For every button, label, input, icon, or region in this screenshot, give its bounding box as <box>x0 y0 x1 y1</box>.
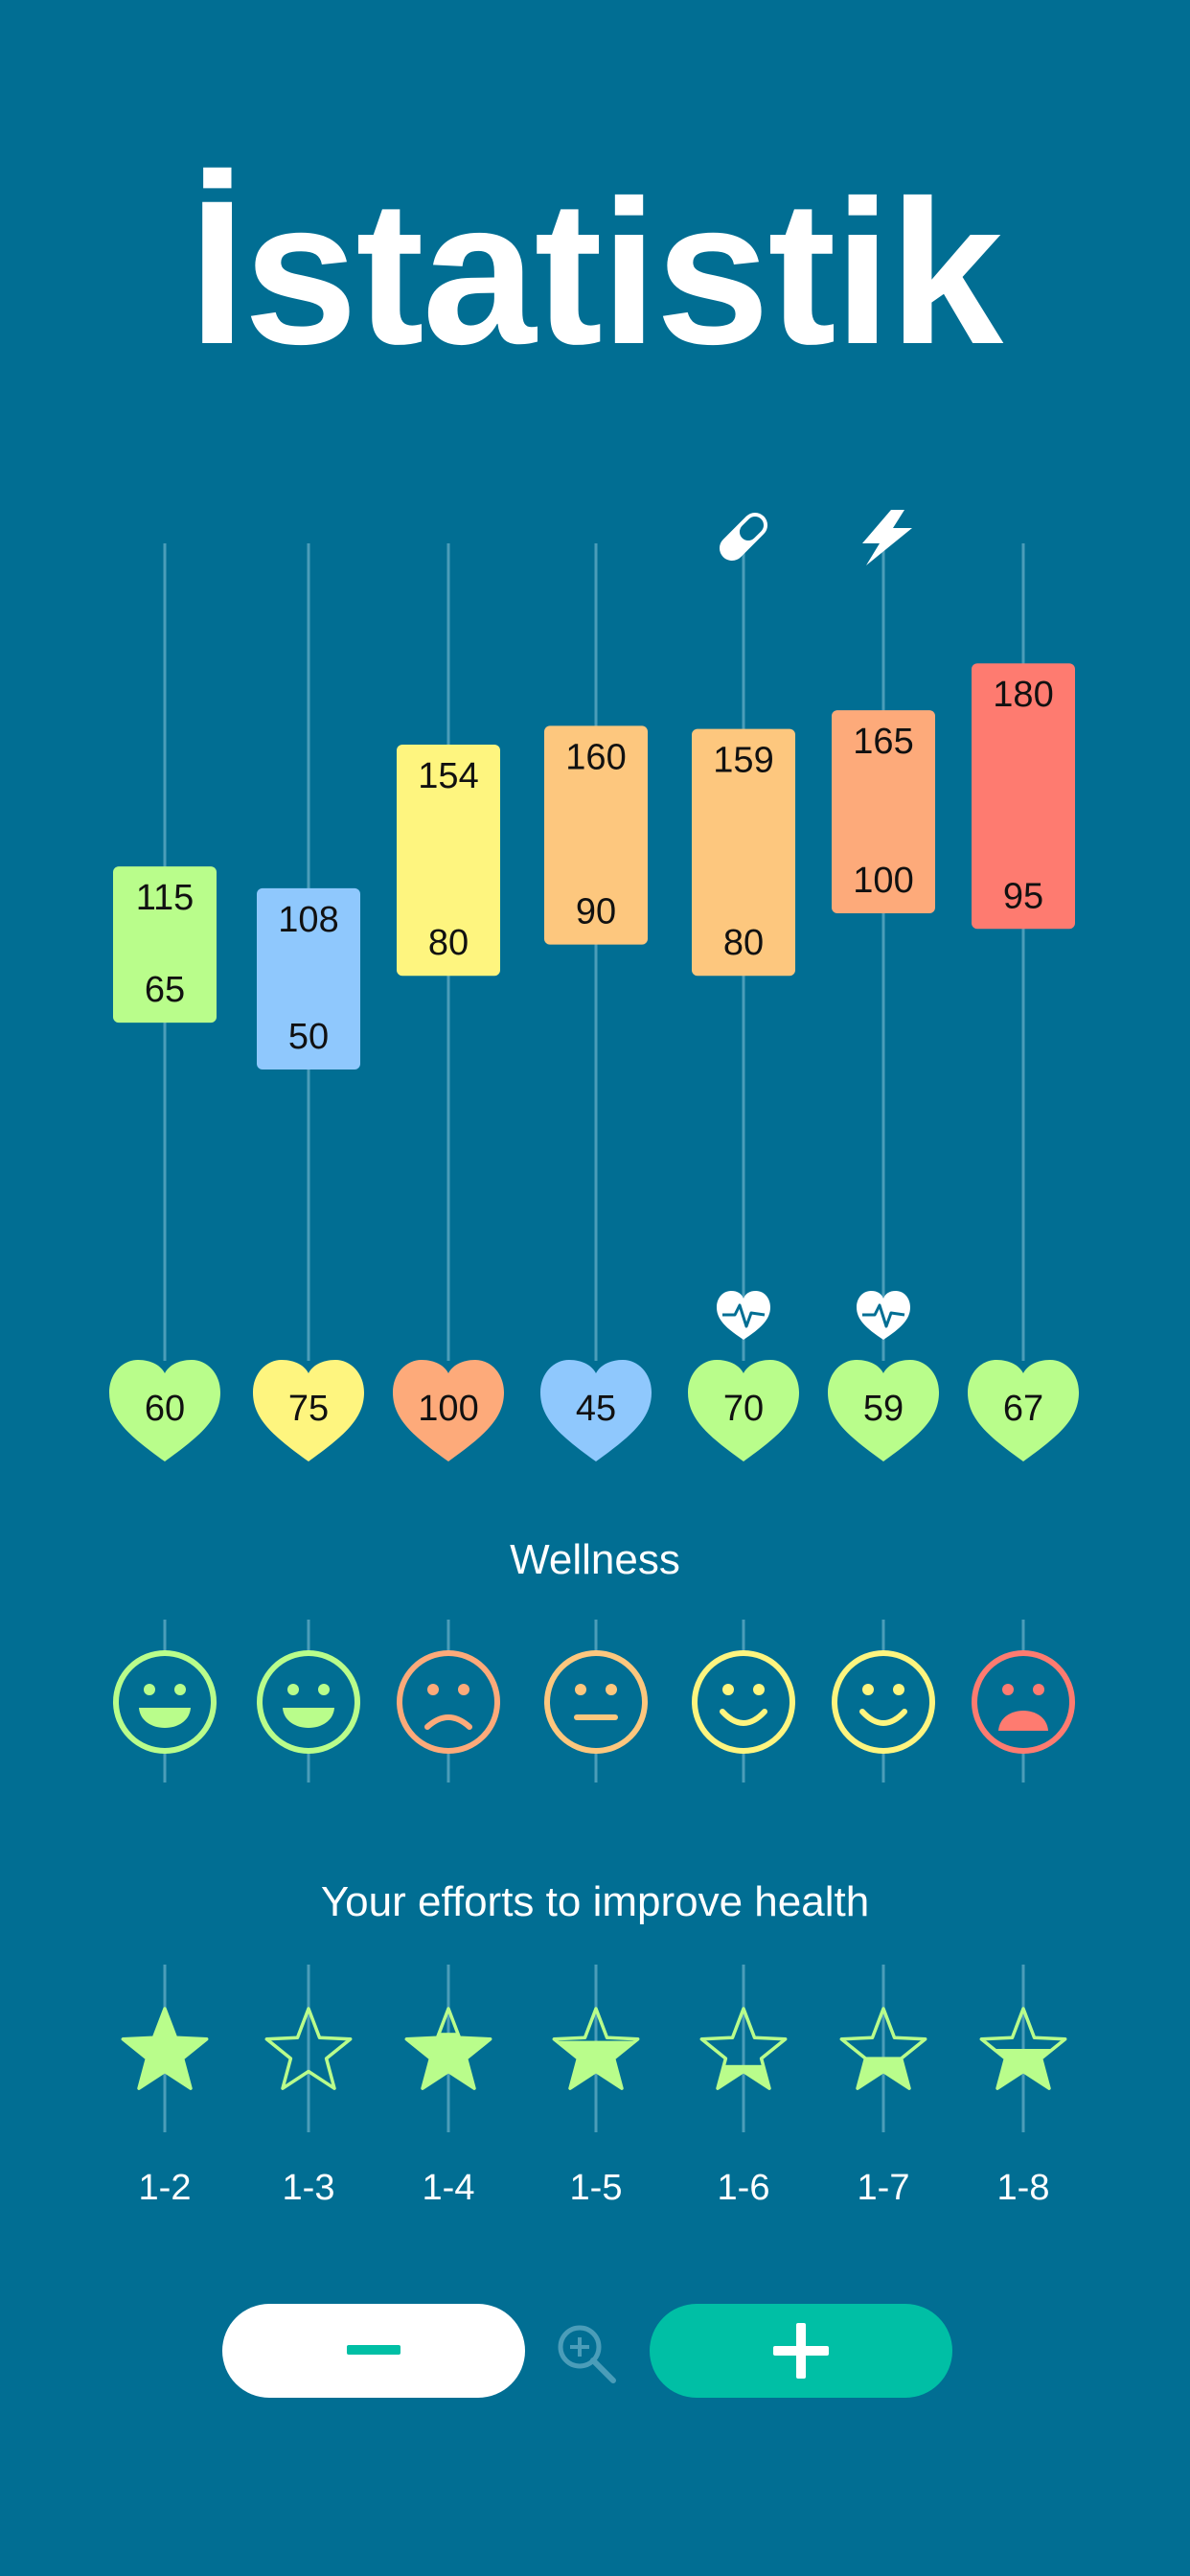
heart-icon <box>828 1360 939 1461</box>
pulse-value: 60 <box>145 1389 185 1429</box>
pill-icon <box>719 512 768 562</box>
systolic-label: 159 <box>713 741 773 781</box>
pulse-value: 45 <box>576 1389 616 1429</box>
mood-smile-icon <box>832 1650 935 1754</box>
pressure-bar[interactable] <box>692 728 795 977</box>
date-label: 1-7 <box>857 2168 910 2208</box>
pulse-heart: 67 <box>968 1360 1079 1461</box>
date-label: 1-8 <box>996 2168 1050 2208</box>
pressure-bar[interactable] <box>257 887 360 1070</box>
pulse-heart: 59 <box>828 1360 939 1461</box>
diastolic-label: 100 <box>853 861 913 901</box>
plus-icon <box>773 2323 829 2379</box>
pulse-heart: 45 <box>540 1360 652 1461</box>
date-label: 1-5 <box>569 2168 623 2208</box>
mood-grin-icon <box>257 1650 360 1754</box>
heart-pulse-icon <box>857 1291 910 1340</box>
systolic-label: 115 <box>136 878 195 918</box>
pulse-heart: 70 <box>688 1360 799 1461</box>
date-label: 1-4 <box>422 2168 475 2208</box>
systolic-label: 165 <box>853 722 913 762</box>
zoom-in-icon[interactable] <box>554 2321 621 2388</box>
efforts-label: Your efforts to improve health <box>320 1878 870 1925</box>
pressure-bar[interactable] <box>972 663 1075 930</box>
mood-very-sad-icon <box>972 1650 1075 1754</box>
pulse-value: 70 <box>723 1389 764 1429</box>
mood-grin-icon <box>113 1650 217 1754</box>
date-label: 1-6 <box>717 2168 770 2208</box>
diastolic-label: 50 <box>288 1017 329 1057</box>
zoom-in-button[interactable] <box>650 2304 952 2398</box>
systolic-label: 154 <box>418 756 478 796</box>
systolic-label: 160 <box>565 737 626 777</box>
mood-neutral-icon <box>544 1650 648 1754</box>
systolic-label: 108 <box>278 900 338 940</box>
systolic-label: 180 <box>993 675 1053 715</box>
mood-sad-icon <box>397 1650 500 1754</box>
pressure-bar[interactable] <box>832 710 935 913</box>
date-label: 1-2 <box>138 2168 192 2208</box>
blood-pressure-chart: 115 65 60 108 50 75 154 80 100 160 90 45 159 80 70 165 1… <box>109 510 1079 2132</box>
pulse-value: 67 <box>1003 1389 1043 1429</box>
diastolic-label: 95 <box>1003 876 1043 916</box>
pressure-bar[interactable] <box>397 744 500 977</box>
wellness-label: Wellness <box>510 1536 680 1583</box>
diastolic-label: 65 <box>145 970 185 1010</box>
date-label: 1-3 <box>282 2168 335 2208</box>
pressure-bar[interactable] <box>113 866 217 1024</box>
heart-icon <box>688 1360 799 1461</box>
zoom-out-button[interactable] <box>222 2304 525 2398</box>
heart-icon <box>109 1360 220 1461</box>
pulse-heart: 100 <box>393 1360 504 1461</box>
mood-smile-icon <box>692 1650 795 1754</box>
pulse-value: 100 <box>418 1389 478 1429</box>
pressure-bar[interactable] <box>544 725 648 945</box>
pulse-value: 59 <box>863 1389 904 1429</box>
heart-icon <box>968 1360 1079 1461</box>
diastolic-label: 80 <box>723 923 764 963</box>
heart-icon <box>393 1360 504 1461</box>
heart-icon <box>253 1360 364 1461</box>
minus-icon <box>347 2345 400 2355</box>
pulse-heart: 60 <box>109 1360 220 1461</box>
diastolic-label: 80 <box>428 923 469 963</box>
lightning-icon <box>862 510 912 565</box>
heart-icon <box>540 1360 652 1461</box>
diastolic-label: 90 <box>576 892 616 932</box>
heart-pulse-icon <box>717 1291 770 1340</box>
pulse-heart: 75 <box>253 1360 364 1461</box>
pulse-value: 75 <box>288 1389 329 1429</box>
page-title: İstatistik <box>188 158 1003 387</box>
